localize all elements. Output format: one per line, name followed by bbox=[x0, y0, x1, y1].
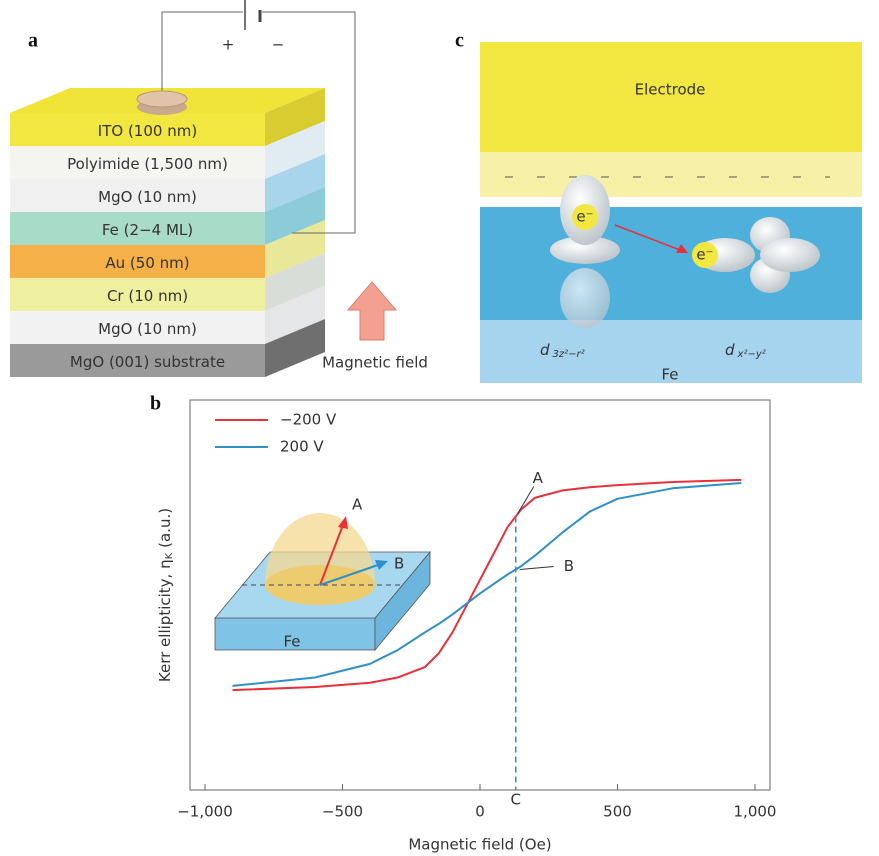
layer bbox=[10, 179, 265, 212]
x-tick-label: 500 bbox=[603, 803, 632, 821]
layer-side bbox=[265, 88, 325, 146]
layer-stack: ITO (100 nm) Polyimide (1,500 nm) MgO (10 … bbox=[10, 88, 325, 377]
layer-side bbox=[265, 319, 325, 377]
annotation-arrow bbox=[517, 486, 535, 514]
x-tick-label: 1,000 bbox=[734, 803, 777, 821]
orbital bbox=[760, 238, 820, 272]
layer bbox=[10, 245, 265, 278]
electron-label: e⁻ bbox=[576, 208, 593, 226]
y-axis-label: Kerr ellipticity, ηK(a.u.) bbox=[156, 508, 176, 682]
layer-label: MgO (001) substrate bbox=[70, 353, 225, 371]
inset-label: Fe bbox=[283, 633, 300, 651]
inset-arrow bbox=[319, 524, 344, 586]
layer-label: Au (50 nm) bbox=[105, 254, 189, 272]
contact bbox=[136, 90, 188, 108]
electrode-front bbox=[480, 152, 862, 197]
orbital-label: d x²−y² bbox=[725, 341, 766, 361]
electron bbox=[572, 204, 598, 230]
legend-label: −200 V bbox=[280, 411, 337, 429]
layer-label: MgO (10 nm) bbox=[98, 320, 197, 338]
field-arrow bbox=[346, 281, 398, 341]
transfer-arrow bbox=[676, 244, 688, 253]
annotation: B bbox=[564, 557, 574, 575]
layer bbox=[10, 344, 265, 377]
layer bbox=[10, 212, 265, 245]
fe-label: Fe bbox=[661, 366, 678, 384]
x-axis-label: Magnetic field (Oe) bbox=[408, 836, 551, 854]
plus: + bbox=[222, 36, 235, 54]
layer-side bbox=[265, 187, 325, 245]
layer bbox=[10, 146, 265, 179]
legend-label: 200 V bbox=[280, 438, 324, 456]
electron bbox=[692, 242, 718, 268]
x-tick-label: −500 bbox=[322, 803, 363, 821]
layer-side bbox=[265, 121, 325, 179]
layer-label: Fe (2−4 ML) bbox=[102, 221, 193, 239]
electron-label: e⁻ bbox=[696, 246, 713, 264]
annotation: A bbox=[533, 469, 544, 487]
layer bbox=[10, 311, 265, 344]
x-tick-label: −1,000 bbox=[177, 803, 233, 821]
annotation-arrow bbox=[519, 565, 554, 570]
minus: − bbox=[272, 36, 285, 54]
arrow-label: Magnetic field bbox=[322, 354, 428, 372]
annotation: C bbox=[511, 791, 521, 809]
layer-label: ITO (100 nm) bbox=[98, 122, 197, 140]
inset-arrow bbox=[319, 564, 379, 586]
electrode-label: Electrode bbox=[635, 81, 706, 99]
layer bbox=[10, 278, 265, 311]
layer-side bbox=[265, 286, 325, 344]
layer-side bbox=[265, 154, 325, 212]
layer-side bbox=[265, 253, 325, 311]
inset-arrow bbox=[375, 560, 388, 570]
panel-label: a bbox=[28, 30, 38, 52]
panel-label: c bbox=[455, 30, 464, 52]
electrode-top bbox=[480, 42, 862, 152]
orbital bbox=[550, 236, 620, 264]
transfer-arrow bbox=[614, 224, 681, 251]
orbital bbox=[560, 268, 610, 328]
series-line bbox=[232, 478, 742, 692]
fe-front bbox=[480, 320, 862, 383]
layer-side bbox=[265, 220, 325, 278]
panel-label: b bbox=[150, 393, 161, 415]
series-line bbox=[232, 482, 742, 687]
inset-arrow bbox=[338, 516, 348, 529]
layer-label: Cr (10 nm) bbox=[107, 287, 188, 305]
orbital-label: d 3z²−r² bbox=[540, 341, 585, 361]
chart: −1,000 −500 0 500 1,000 −200 V 200 V A B C bbox=[177, 411, 776, 821]
inset-label: A bbox=[352, 496, 363, 514]
layer bbox=[10, 113, 265, 146]
layer-label: Polyimide (1,500 nm) bbox=[67, 155, 228, 173]
wire bbox=[262, 11, 356, 234]
x-tick-label: 0 bbox=[475, 803, 485, 821]
wire bbox=[161, 11, 243, 97]
inset-label: B bbox=[394, 555, 404, 573]
layer-label: MgO (10 nm) bbox=[98, 188, 197, 206]
